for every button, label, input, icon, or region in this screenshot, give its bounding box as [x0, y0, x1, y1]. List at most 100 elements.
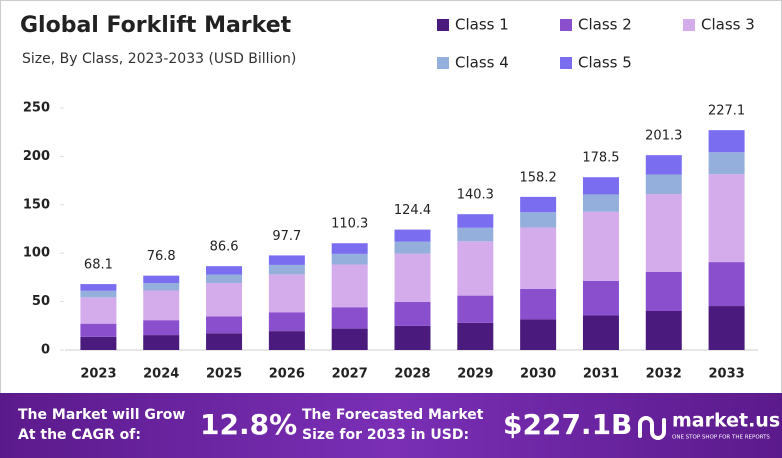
bar-segment — [457, 295, 494, 323]
total-label: 227.1 — [708, 104, 745, 119]
bar-segment — [143, 275, 180, 284]
cagr-value: 12.8% — [200, 408, 297, 441]
bar-segment — [457, 227, 494, 242]
bar-segment — [457, 214, 494, 228]
bar-segment — [645, 310, 682, 350]
y-tick-label: 100 — [23, 246, 50, 261]
total-label: 178.5 — [582, 151, 619, 166]
bar-segment — [394, 229, 431, 242]
bar-segment — [520, 227, 557, 289]
legend-label: Class 3 — [701, 16, 755, 34]
bar-segment — [582, 315, 619, 350]
x-tick-label: 2028 — [394, 367, 430, 382]
legend-swatch — [437, 19, 449, 31]
bar-segment — [331, 243, 368, 254]
bar-segment — [457, 241, 494, 296]
bar-segment — [582, 194, 619, 212]
bar-segment — [582, 280, 619, 316]
bar-segment — [582, 211, 619, 281]
legend-label: Class 1 — [455, 16, 509, 34]
bar-segment — [394, 241, 431, 254]
x-tick-label: 2026 — [269, 367, 305, 382]
x-tick-label: 2024 — [143, 367, 179, 382]
x-tick-label: 2030 — [520, 367, 556, 382]
bar-segment — [331, 328, 368, 350]
x-tick-label: 2032 — [646, 367, 682, 382]
total-label: 86.6 — [210, 240, 239, 255]
bar-segment — [645, 174, 682, 195]
total-label: 124.4 — [394, 203, 431, 218]
bar-segment — [394, 253, 431, 302]
total-label: 201.3 — [645, 129, 682, 144]
logo-icon — [638, 416, 666, 440]
y-tick-label: 250 — [23, 101, 50, 116]
legend-label: Class 4 — [455, 54, 509, 72]
bar-segment — [268, 264, 305, 275]
total-label: 68.1 — [84, 258, 113, 273]
bar-segment — [582, 177, 619, 195]
bar-segment — [143, 335, 180, 350]
x-tick-label: 2033 — [708, 367, 744, 382]
cagr-text: At the CAGR of: — [18, 427, 141, 443]
x-tick-label: 2027 — [332, 367, 368, 382]
total-label: 110.3 — [331, 217, 368, 232]
bar-segment — [645, 155, 682, 175]
logo: market.us — [672, 410, 780, 432]
legend-swatch — [683, 19, 695, 31]
total-label: 97.7 — [272, 229, 301, 244]
y-tick-label: 0 — [41, 343, 50, 358]
bar-segment — [80, 297, 117, 324]
forecast-text: The Forecasted Market — [302, 407, 484, 423]
bar-segment — [206, 283, 243, 317]
x-tick-label: 2023 — [80, 367, 116, 382]
bar-segment — [268, 274, 305, 313]
bar-segment — [331, 264, 368, 308]
y-tick-label: 50 — [32, 294, 50, 309]
bar-segment — [206, 316, 243, 334]
chart-subtitle: Size, By Class, 2023-2033 (USD Billion) — [22, 51, 296, 67]
bar-segment — [394, 301, 431, 326]
bar-segment — [80, 290, 117, 298]
bar-segment — [520, 196, 557, 213]
bar-segment — [206, 274, 243, 284]
total-label: 140.3 — [457, 188, 494, 203]
y-tick-label: 200 — [23, 149, 50, 164]
chart-title: Global Forklift Market — [20, 13, 292, 38]
bar-segment — [520, 288, 557, 320]
x-tick-label: 2031 — [583, 367, 619, 382]
bar-segment — [708, 262, 745, 307]
bar-segment — [206, 333, 243, 350]
logo-tagline: ONE STOP SHOP FOR THE REPORTS — [672, 435, 770, 441]
bar-segment — [708, 174, 745, 263]
x-tick-label: 2029 — [457, 367, 493, 382]
bar-segment — [645, 194, 682, 272]
legend-swatch — [560, 57, 572, 69]
total-label: 76.8 — [147, 249, 176, 264]
x-tick-label: 2025 — [206, 367, 242, 382]
cagr-text: The Market will Grow — [18, 407, 185, 423]
forecast-value: $227.1B — [503, 408, 632, 441]
bar-segment — [520, 212, 557, 228]
legend-swatch — [437, 57, 449, 69]
bar-segment — [645, 271, 682, 311]
bar-segment — [268, 331, 305, 350]
legend-label: Class 5 — [578, 54, 632, 72]
bar-segment — [206, 266, 243, 275]
bar-segment — [331, 307, 368, 329]
bar-segment — [708, 306, 745, 350]
bar-segment — [143, 320, 180, 336]
bar-segment — [80, 323, 117, 337]
bar-segment — [394, 325, 431, 350]
bar-segment — [708, 152, 745, 175]
bar-segment — [80, 284, 117, 291]
forecast-text: Size for 2033 in USD: — [302, 427, 469, 443]
bar-segment — [457, 322, 494, 350]
legend-swatch — [560, 19, 572, 31]
bar-segment — [708, 130, 745, 153]
legend-label: Class 2 — [578, 16, 632, 34]
bar-segment — [268, 312, 305, 332]
bar-segment — [80, 336, 117, 350]
y-tick-label: 150 — [23, 197, 50, 212]
bar-segment — [143, 283, 180, 291]
